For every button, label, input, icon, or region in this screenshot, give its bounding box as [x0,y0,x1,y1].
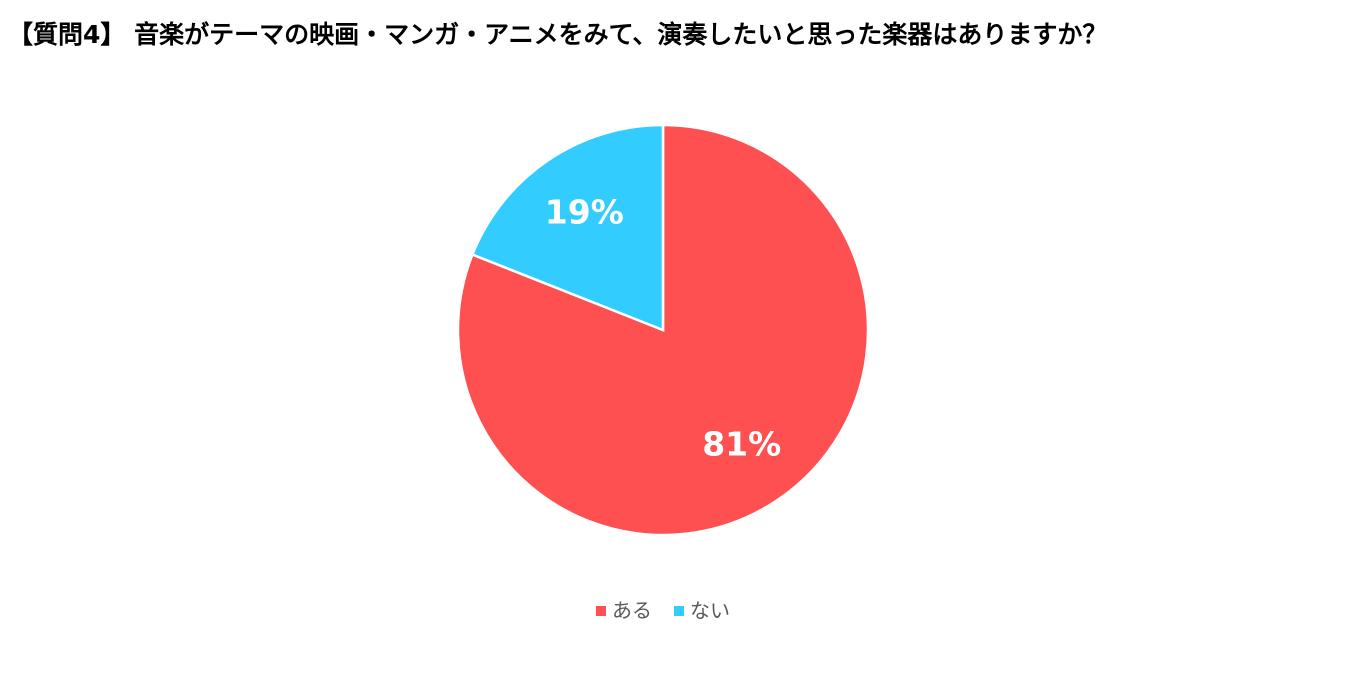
legend-swatch [596,606,606,616]
data-label: 19% [545,193,624,232]
pie-slice [470,123,665,332]
legend-swatch [674,606,684,616]
data-label: 81% [702,424,781,463]
legend-label: ない [690,599,730,623]
legend-label: ある [612,599,652,623]
chart-title: 【質問4】 音楽がテーマの映画・マンガ・アニメをみて、演奏したいと思った楽器はあ… [8,20,1107,49]
